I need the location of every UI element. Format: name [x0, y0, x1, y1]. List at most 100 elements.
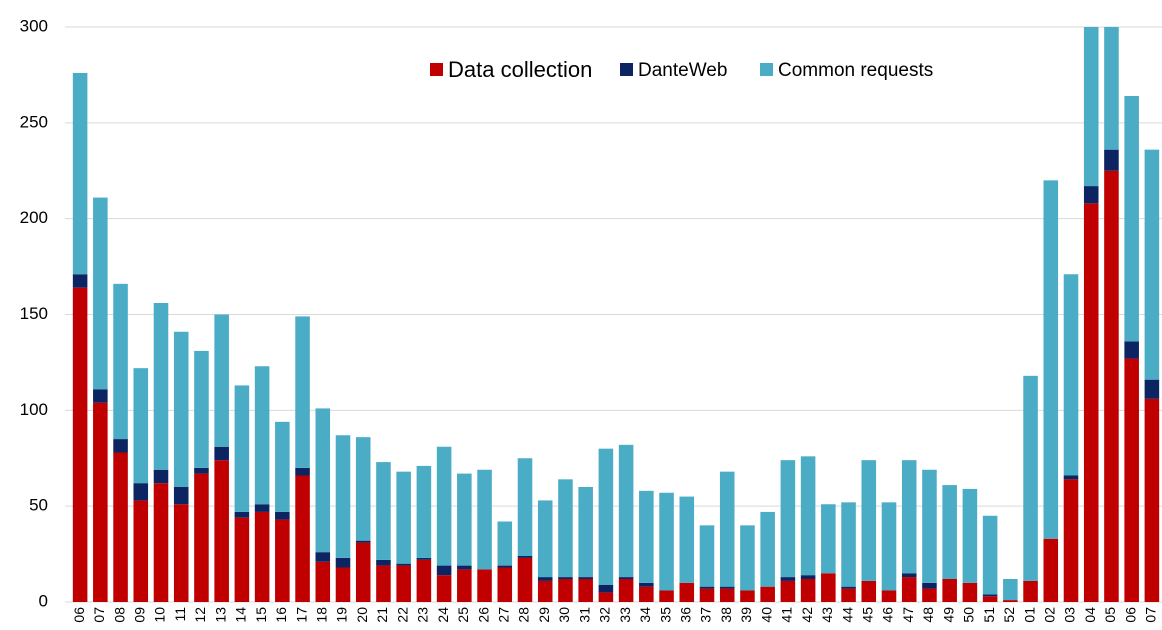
x-tick-label: 01 [1021, 607, 1037, 623]
x-tick-label: 32 [597, 607, 613, 623]
bar-segment [537, 577, 553, 581]
bar-segment [133, 483, 149, 501]
bar-segment [719, 588, 735, 602]
bar-segment [194, 467, 209, 474]
bar-segment [659, 590, 674, 602]
x-tick-label: 30 [556, 607, 572, 623]
x-tick-label: 28 [516, 607, 532, 623]
x-tick-label: 18 [313, 607, 329, 623]
bar-segment [315, 552, 331, 562]
bar-segment [396, 471, 411, 564]
bar-segment [335, 557, 351, 568]
bar-segment [355, 540, 371, 543]
bar-segment [416, 559, 432, 602]
bar-segment [194, 350, 209, 468]
bar-segment [1003, 579, 1018, 601]
bar-segment [93, 402, 108, 602]
x-tick-label: 51 [981, 607, 997, 623]
x-tick-label: 14 [233, 607, 249, 623]
bars [72, 27, 1160, 602]
bar-segment [497, 567, 513, 602]
x-tick-label: 45 [859, 607, 875, 623]
bar-segment [598, 592, 614, 602]
x-tick-label: 06 [1122, 607, 1138, 623]
y-tick-label: 250 [20, 112, 48, 131]
bar-segment [315, 561, 331, 602]
bar-segment [740, 525, 755, 591]
bar-segment [982, 596, 998, 602]
bar-segment [1063, 475, 1079, 480]
x-tick-label: 29 [536, 607, 552, 623]
x-tick-label: 50 [961, 607, 977, 623]
bar-segment [517, 556, 533, 558]
bar-segment [618, 577, 634, 579]
bar-segment [699, 588, 715, 602]
bar-segment [760, 511, 775, 587]
bar-segment [537, 500, 553, 578]
x-tick-label: 07 [91, 607, 107, 623]
bar-segment [355, 437, 371, 541]
bar-segment [153, 469, 169, 484]
x-tick-label: 13 [212, 607, 228, 623]
bar-segment [416, 557, 432, 560]
x-tick-label: 15 [253, 607, 269, 623]
bar-segment [457, 569, 472, 602]
x-tick-label: 46 [880, 607, 896, 623]
bar-segment [335, 567, 351, 602]
bar-segment [699, 525, 715, 587]
bar-segment [113, 283, 128, 440]
x-tick-label: 24 [435, 607, 451, 623]
x-tick-label: 19 [334, 607, 350, 623]
bar-segment [436, 446, 452, 566]
bar-segment [901, 460, 917, 574]
x-tick-label: 22 [394, 607, 410, 623]
bar-segment [962, 582, 978, 602]
bar-segment [72, 274, 88, 288]
x-tick-label: 12 [192, 607, 208, 623]
bar-segment [396, 565, 411, 602]
bar-segment [497, 521, 513, 566]
bar-segment [780, 460, 796, 578]
bar-segment [173, 331, 189, 487]
bar-segment [173, 487, 189, 505]
bar-segment [275, 511, 290, 520]
bar-segment [558, 577, 573, 579]
bar-segment [841, 586, 856, 589]
bar-segment [982, 594, 998, 597]
x-tick-label: 36 [677, 607, 693, 623]
bar-segment [881, 590, 897, 602]
y-tick-label: 200 [20, 208, 48, 227]
bar-segment [275, 421, 290, 512]
bar-segment [416, 465, 432, 558]
bar-segment [72, 287, 88, 602]
bar-segment [841, 502, 856, 587]
bar-segment [639, 490, 654, 583]
bar-segment [396, 563, 411, 566]
bar-segment [800, 579, 816, 602]
legend-label: DanteWeb [638, 60, 727, 81]
bar-segment [477, 469, 492, 570]
bar-segment [153, 303, 169, 470]
bar-segment [598, 448, 614, 585]
bar-segment [457, 565, 472, 570]
x-tick-label: 39 [738, 607, 754, 623]
bar-segment [113, 439, 128, 453]
x-tick-label: 41 [779, 607, 795, 623]
x-tick-label: 44 [839, 607, 855, 623]
bar-segment [93, 389, 108, 403]
bar-segment [497, 565, 513, 568]
bar-segment [355, 542, 371, 602]
bar-segment [1063, 274, 1079, 476]
bar-segment [821, 504, 836, 574]
bar-segment [699, 586, 715, 589]
x-tick-label: 25 [455, 607, 471, 623]
bar-segment [800, 575, 816, 579]
x-tick-label: 26 [475, 607, 491, 623]
x-tick-label: 20 [354, 607, 370, 623]
x-tick-label: 23 [415, 607, 431, 623]
bar-segment [618, 579, 634, 602]
bar-segment [295, 316, 310, 468]
bar-segment [234, 385, 250, 512]
